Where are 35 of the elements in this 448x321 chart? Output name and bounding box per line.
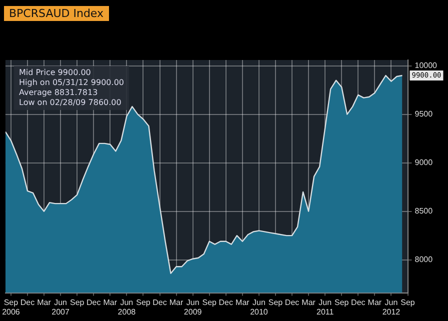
- x-tick-label: Jun 2011: [316, 298, 334, 316]
- x-tick-label: Mar: [236, 298, 250, 307]
- x-tick-label: Dec: [20, 298, 35, 307]
- x-tick-label: Mar: [368, 298, 382, 307]
- x-tick-label: Sep: [400, 298, 416, 307]
- x-tick-label: Jun 2010: [250, 298, 268, 316]
- annotation: Low on 02/28/09 7860.00: [19, 98, 122, 107]
- x-tick-label: Dec: [86, 298, 101, 307]
- x-tick-label: Sep: [334, 298, 350, 307]
- y-tick-label: 9000: [414, 158, 434, 168]
- x-tick-label: Jun 2012: [382, 298, 401, 316]
- x-tick-label: Sep: [70, 298, 85, 307]
- x-tick-label: Sep 2006: [2, 298, 20, 316]
- annotation: Mid Price 9900.00: [19, 68, 91, 77]
- x-tick-label: Sep: [268, 298, 284, 307]
- x-tick-label: Dec: [218, 298, 234, 307]
- x-tick-label: Mar: [103, 298, 118, 307]
- x-tick-label: Jun 2007: [52, 298, 70, 316]
- y-tick-label: 10000: [414, 61, 438, 70]
- x-tick-label: Dec: [152, 298, 167, 307]
- x-tick-label: Sep: [202, 298, 218, 307]
- x-tick-label: Dec: [351, 298, 366, 307]
- x-tick-label: Sep: [136, 298, 151, 307]
- chart-title: BPCRSAUD Index: [4, 6, 109, 21]
- x-tick-label: Mar: [302, 298, 316, 307]
- y-tick-label: 9500: [414, 110, 434, 119]
- y-tick-label: 8500: [414, 206, 434, 216]
- x-tick-label: Jun 2009: [184, 298, 202, 316]
- x-tick-label: Jun 2008: [118, 298, 136, 316]
- annotation: High on 05/31/12 9900.00: [19, 78, 124, 87]
- x-tick-label: Mar: [169, 298, 184, 307]
- annotation: Average 8831.7813: [19, 88, 98, 97]
- x-tick-label: Mar: [37, 298, 52, 307]
- x-tick-label: Dec: [284, 298, 300, 307]
- y-tick-label: 8000: [414, 255, 434, 264]
